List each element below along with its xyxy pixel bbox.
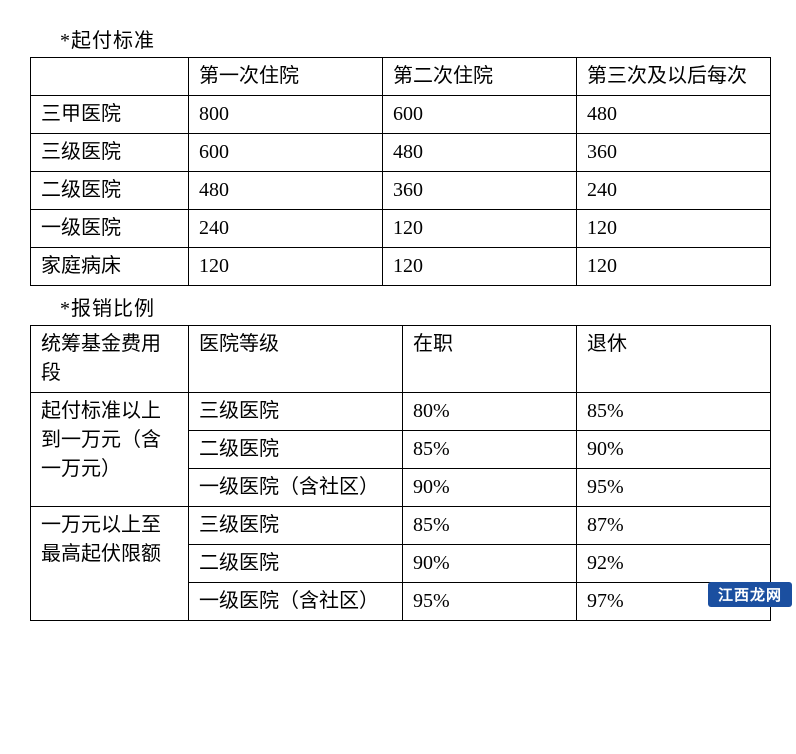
cell: 800 bbox=[189, 96, 383, 134]
header-cell: 第三次及以后每次 bbox=[577, 58, 771, 96]
cell: 87% bbox=[577, 507, 771, 545]
cell: 120 bbox=[383, 248, 577, 286]
cell: 600 bbox=[189, 134, 383, 172]
row-label: 一级医院 bbox=[31, 210, 189, 248]
header-cell: 在职 bbox=[403, 326, 577, 393]
table-row: 起付标准以上到一万元（含一万元） 三级医院 80% 85% bbox=[31, 393, 771, 431]
table-row: 一万元以上至最高起伏限额 三级医院 85% 87% bbox=[31, 507, 771, 545]
table2-caption: *报销比例 bbox=[60, 292, 796, 321]
cell: 120 bbox=[577, 248, 771, 286]
table-row: 三级医院 600 480 360 bbox=[31, 134, 771, 172]
table-row: 三甲医院 800 600 480 bbox=[31, 96, 771, 134]
row-label: 三甲医院 bbox=[31, 96, 189, 134]
cell: 80% bbox=[403, 393, 577, 431]
cell: 600 bbox=[383, 96, 577, 134]
cell: 480 bbox=[383, 134, 577, 172]
cell: 360 bbox=[577, 134, 771, 172]
cell: 480 bbox=[189, 172, 383, 210]
cell: 85% bbox=[577, 393, 771, 431]
cell: 240 bbox=[577, 172, 771, 210]
header-cell: 统筹基金费用段 bbox=[31, 326, 189, 393]
header-cell: 医院等级 bbox=[189, 326, 403, 393]
table-row: 二级医院 480 360 240 bbox=[31, 172, 771, 210]
cell: 二级医院 bbox=[189, 545, 403, 583]
reimbursement-table: 统筹基金费用段 医院等级 在职 退休 起付标准以上到一万元（含一万元） 三级医院… bbox=[30, 325, 771, 621]
cell: 90% bbox=[403, 545, 577, 583]
cell: 一级医院（含社区） bbox=[189, 583, 403, 621]
row-label: 二级医院 bbox=[31, 172, 189, 210]
cell: 120 bbox=[189, 248, 383, 286]
table-row: 第一次住院 第二次住院 第三次及以后每次 bbox=[31, 58, 771, 96]
header-cell: 退休 bbox=[577, 326, 771, 393]
table1-caption: *起付标准 bbox=[60, 24, 796, 53]
watermark-badge: 江西龙网 bbox=[708, 582, 792, 607]
row-label: 家庭病床 bbox=[31, 248, 189, 286]
cell: 三级医院 bbox=[189, 507, 403, 545]
table-row: 统筹基金费用段 医院等级 在职 退休 bbox=[31, 326, 771, 393]
cell: 二级医院 bbox=[189, 431, 403, 469]
cell: 360 bbox=[383, 172, 577, 210]
cell: 90% bbox=[403, 469, 577, 507]
cell: 85% bbox=[403, 431, 577, 469]
cell: 85% bbox=[403, 507, 577, 545]
deductible-table: 第一次住院 第二次住院 第三次及以后每次 三甲医院 800 600 480 三级… bbox=[30, 57, 771, 286]
cell: 480 bbox=[577, 96, 771, 134]
cell: 三级医院 bbox=[189, 393, 403, 431]
header-cell: 第一次住院 bbox=[189, 58, 383, 96]
cell: 一级医院（含社区） bbox=[189, 469, 403, 507]
cell: 92% bbox=[577, 545, 771, 583]
header-cell bbox=[31, 58, 189, 96]
cell: 90% bbox=[577, 431, 771, 469]
table-row: 家庭病床 120 120 120 bbox=[31, 248, 771, 286]
header-cell: 第二次住院 bbox=[383, 58, 577, 96]
cell: 240 bbox=[189, 210, 383, 248]
segment-cell: 一万元以上至最高起伏限额 bbox=[31, 507, 189, 621]
row-label: 三级医院 bbox=[31, 134, 189, 172]
cell: 120 bbox=[383, 210, 577, 248]
cell: 95% bbox=[577, 469, 771, 507]
segment-cell: 起付标准以上到一万元（含一万元） bbox=[31, 393, 189, 507]
cell: 95% bbox=[403, 583, 577, 621]
cell: 120 bbox=[577, 210, 771, 248]
table-row: 一级医院 240 120 120 bbox=[31, 210, 771, 248]
